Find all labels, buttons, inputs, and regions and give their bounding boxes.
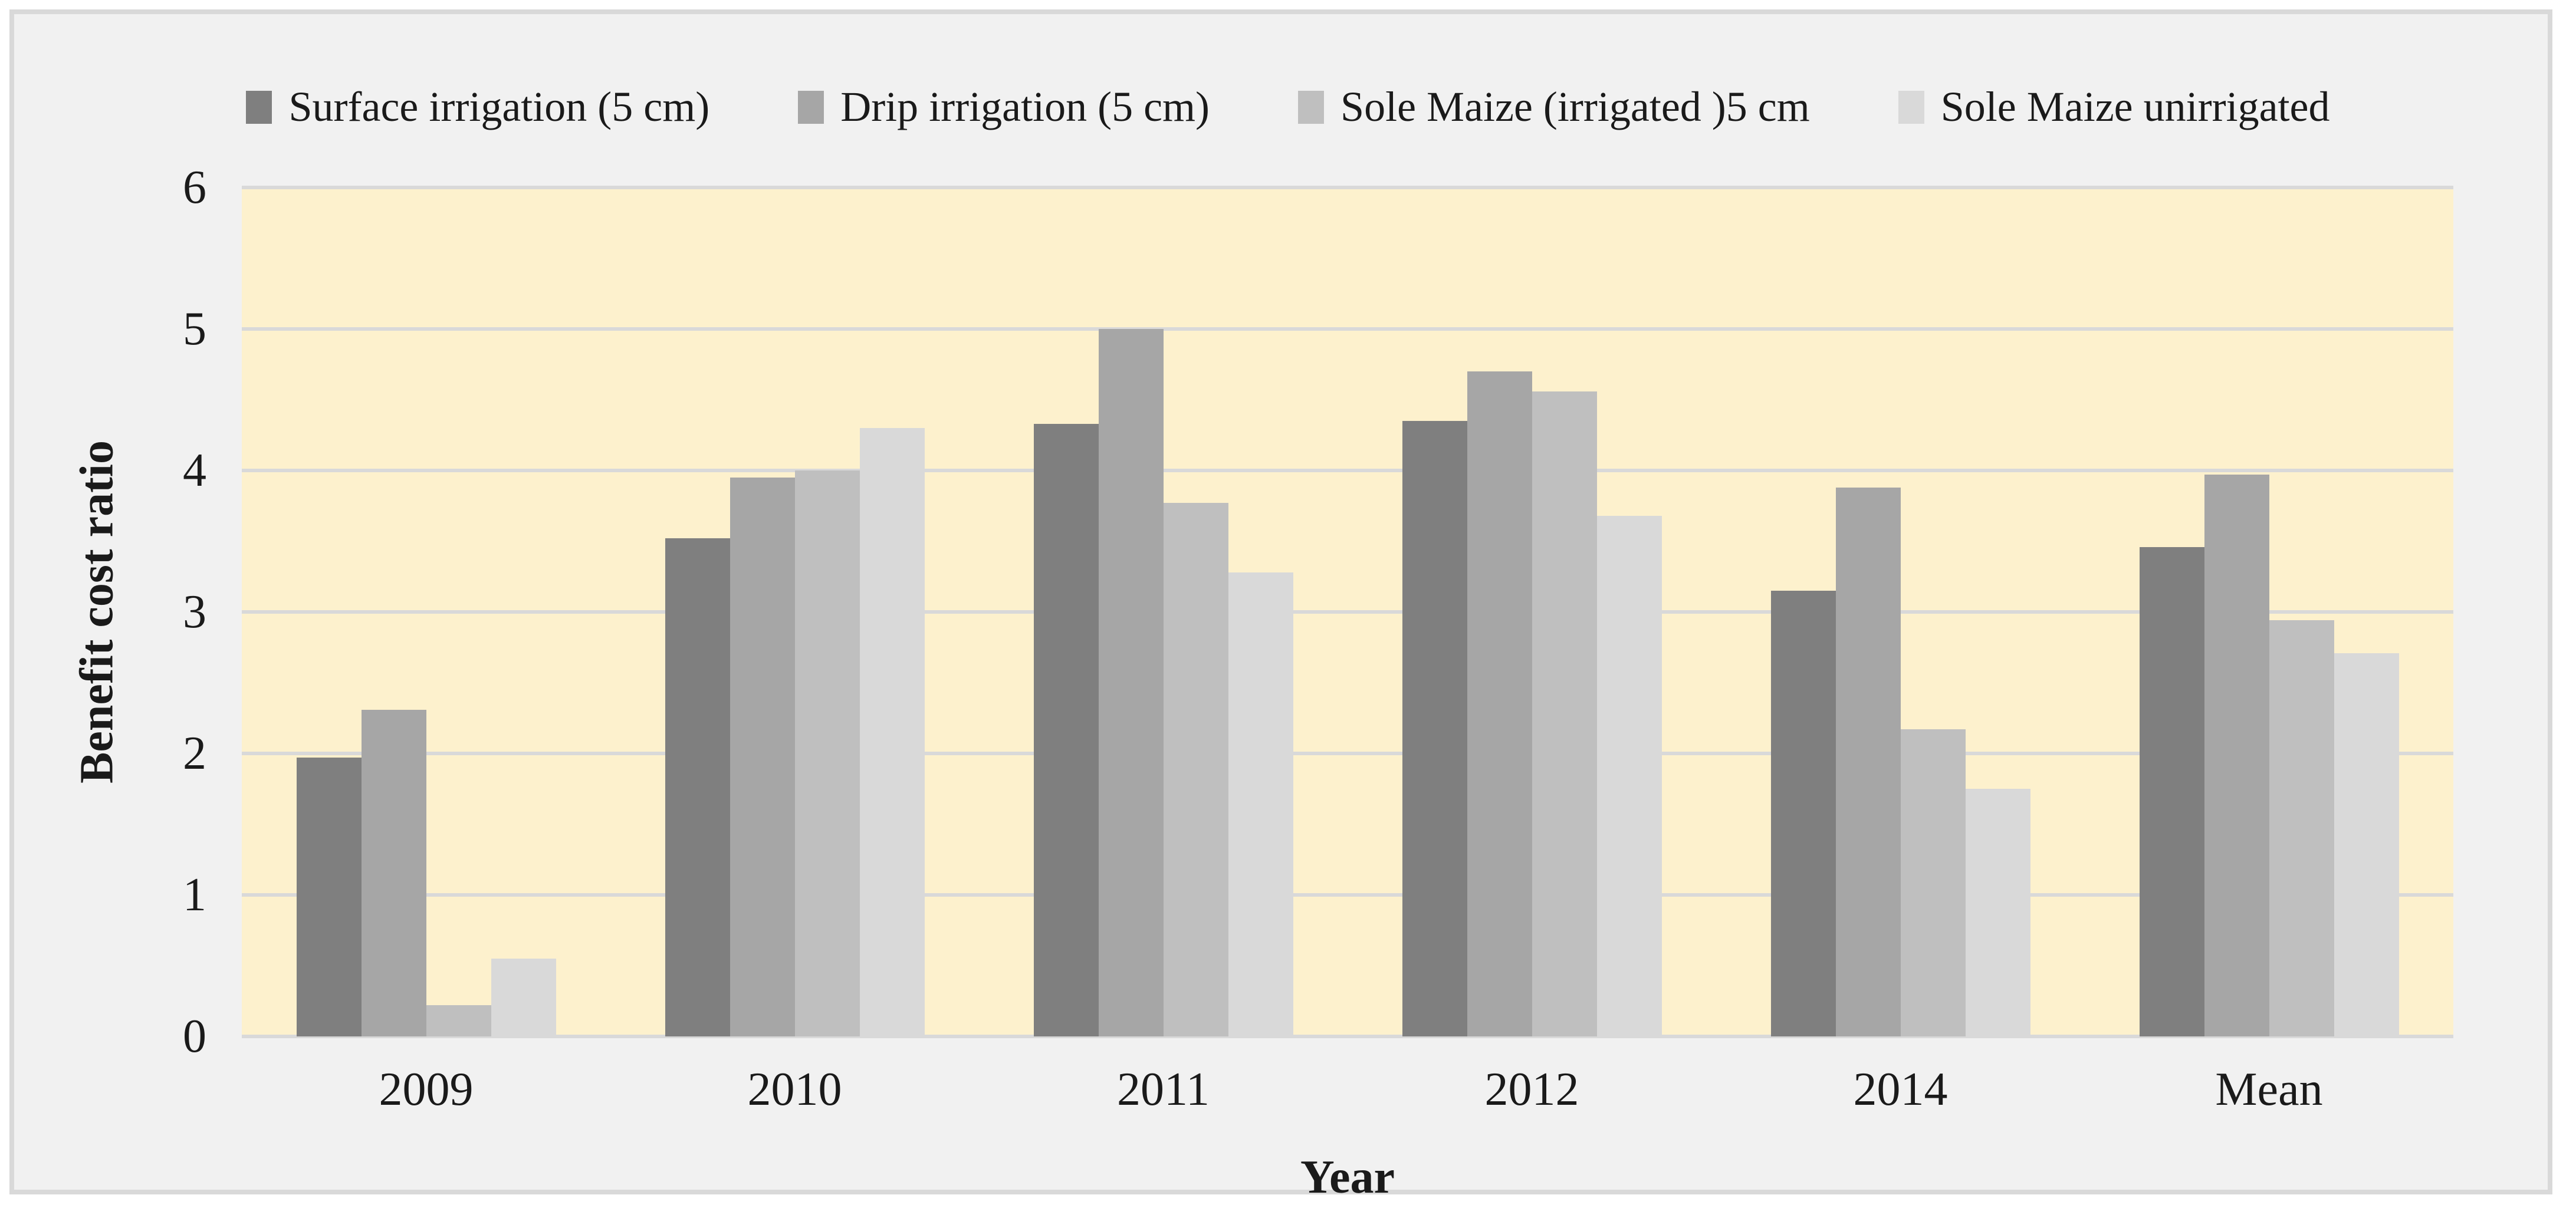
legend-item: Sole Maize (irrigated )5 cm bbox=[1298, 83, 1810, 131]
bar bbox=[1965, 789, 2030, 1036]
gridline bbox=[242, 186, 2453, 189]
y-tick-label: 0 bbox=[183, 1010, 206, 1062]
bar-group bbox=[979, 187, 1348, 1036]
bar bbox=[1770, 591, 1836, 1036]
bar bbox=[794, 470, 860, 1036]
bar-group bbox=[242, 187, 610, 1036]
bar bbox=[1900, 729, 1966, 1036]
x-tick-label: 2012 bbox=[1484, 1064, 1579, 1115]
bar bbox=[2139, 547, 2204, 1036]
bar bbox=[1835, 487, 1901, 1036]
legend-item: Drip irrigation (5 cm) bbox=[798, 83, 1210, 131]
bar bbox=[2204, 475, 2269, 1036]
y-tick-label: 6 bbox=[183, 162, 206, 213]
bar bbox=[1532, 391, 1597, 1036]
bar bbox=[2269, 620, 2334, 1036]
y-tick-label: 4 bbox=[183, 445, 206, 496]
bar bbox=[361, 709, 426, 1036]
legend-swatch-icon bbox=[1298, 90, 1325, 124]
bar bbox=[859, 428, 925, 1036]
bar bbox=[1033, 423, 1099, 1036]
gridline bbox=[242, 752, 2453, 755]
y-tick-label: 5 bbox=[183, 303, 206, 355]
bar bbox=[1163, 503, 1228, 1036]
x-tick-label: Mean bbox=[2215, 1064, 2323, 1115]
bar-group bbox=[1716, 187, 2085, 1036]
y-tick-label: 1 bbox=[183, 869, 206, 921]
legend-label: Surface irrigation (5 cm) bbox=[288, 83, 710, 130]
gridline bbox=[242, 893, 2453, 897]
bar bbox=[1402, 421, 1467, 1036]
bar bbox=[2334, 653, 2399, 1036]
bar-group bbox=[1348, 187, 1716, 1036]
legend-label: Drip irrigation (5 cm) bbox=[840, 83, 1210, 130]
bar-group bbox=[2085, 187, 2453, 1036]
legend-swatch-icon bbox=[798, 90, 824, 124]
bar bbox=[1596, 515, 1662, 1036]
x-axis-title: Year bbox=[1300, 1151, 1395, 1203]
bar bbox=[491, 959, 556, 1036]
legend: Surface irrigation (5 cm) Drip irrigation… bbox=[0, 83, 2576, 131]
gridline bbox=[242, 327, 2453, 331]
gridline bbox=[242, 1035, 2453, 1038]
bar bbox=[1098, 329, 1164, 1036]
legend-swatch-icon bbox=[246, 90, 272, 124]
x-tick-label: 2009 bbox=[379, 1064, 474, 1115]
gridline bbox=[242, 610, 2453, 614]
bar bbox=[426, 1005, 491, 1036]
bar bbox=[730, 478, 795, 1036]
legend-swatch-icon bbox=[1898, 90, 1924, 124]
bar bbox=[296, 758, 362, 1036]
bar bbox=[665, 538, 730, 1036]
legend-label: Sole Maize unirrigated bbox=[1940, 83, 2330, 130]
x-tick-label: 2010 bbox=[747, 1064, 842, 1115]
gridline bbox=[242, 469, 2453, 472]
legend-item: Sole Maize unirrigated bbox=[1898, 83, 2330, 131]
legend-item: Surface irrigation (5 cm) bbox=[246, 83, 709, 131]
bar bbox=[1467, 371, 1532, 1036]
x-tick-label: 2014 bbox=[1853, 1064, 1948, 1115]
y-tick-label: 2 bbox=[183, 727, 206, 779]
bar bbox=[1228, 572, 1293, 1036]
legend-label: Sole Maize (irrigated )5 cm bbox=[1340, 83, 1810, 130]
plot-area bbox=[242, 186, 2453, 1038]
bar-group bbox=[610, 187, 979, 1036]
y-tick-label: 3 bbox=[183, 586, 206, 638]
x-tick-label: 2011 bbox=[1116, 1064, 1210, 1115]
